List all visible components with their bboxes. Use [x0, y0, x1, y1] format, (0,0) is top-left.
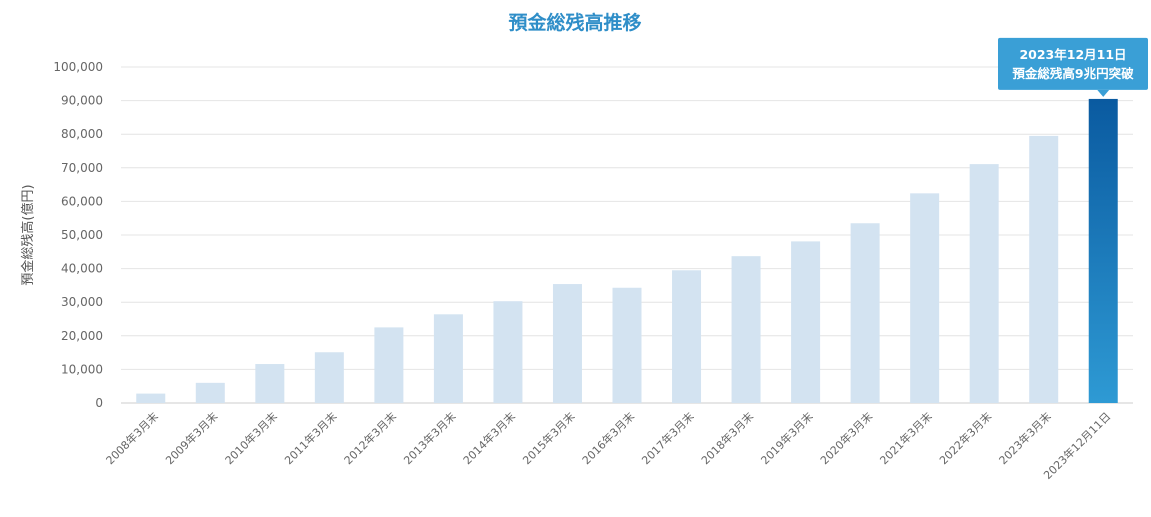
x-tick-label: 2018年3月末 [698, 409, 756, 467]
x-tick-label: 2017年3月末 [639, 409, 697, 467]
y-tick-label: 30,000 [61, 295, 103, 309]
bar [433, 314, 463, 403]
bar-highlight [1088, 98, 1118, 404]
y-tick-label: 100,000 [53, 60, 103, 74]
bar [731, 256, 761, 403]
bar [850, 223, 880, 403]
bar [969, 164, 999, 403]
x-tick-label: 2012年3月末 [341, 409, 399, 467]
x-tick-label: 2022年3月末 [936, 409, 994, 467]
bar [314, 352, 344, 403]
x-tick-label: 2010年3月末 [222, 409, 280, 467]
y-tick-label: 40,000 [61, 262, 103, 276]
bar [195, 382, 225, 403]
x-tick-label: 2023年3月末 [996, 409, 1054, 467]
bar [612, 287, 642, 403]
callout-line2: 預金総残高9兆円突破 [1012, 66, 1134, 81]
bar [493, 301, 523, 403]
x-tick-label: 2016年3月末 [579, 409, 637, 467]
y-tick-label: 20,000 [61, 329, 103, 343]
y-tick-label: 90,000 [61, 94, 103, 108]
y-tick-label: 10,000 [61, 362, 103, 376]
callout-line1: 2023年12月11日 [1019, 47, 1126, 62]
callout-box [998, 37, 1148, 90]
bar [136, 393, 166, 403]
callout: 2023年12月11日 預金総残高9兆円突破 [998, 37, 1148, 97]
x-tick-label: 2013年3月末 [401, 409, 459, 467]
bar [1029, 135, 1059, 403]
x-tick-label: 2020年3月末 [817, 409, 875, 467]
y-tick-label: 0 [95, 396, 103, 410]
bar [910, 193, 940, 403]
y-tick-label: 70,000 [61, 161, 103, 175]
y-axis-label: 預金総残高(億円) [20, 184, 36, 285]
x-tick-label: 2014年3月末 [460, 409, 518, 467]
y-tick-label: 60,000 [61, 194, 103, 208]
y-tick-label: 80,000 [61, 127, 103, 141]
x-tick-label: 2008年3月末 [103, 409, 161, 467]
gridlines [121, 66, 1133, 404]
y-tick-label: 50,000 [61, 228, 103, 242]
x-tick-label: 2011年3月末 [281, 409, 339, 467]
x-tick-label: 2015年3月末 [520, 409, 578, 467]
bar [255, 364, 285, 403]
x-tick-label: 2021年3月末 [877, 409, 935, 467]
y-axis-ticks: 0 10,000 20,000 30,000 40,000 50,000 60,000 70,… [53, 60, 103, 410]
x-tick-label: 2009年3月末 [162, 409, 220, 467]
bar [374, 327, 404, 403]
chart-title: 預金総残高推移 [508, 11, 641, 34]
callout-pointer [1097, 89, 1110, 97]
bars [136, 98, 1118, 404]
bar [552, 284, 582, 403]
bar [672, 270, 702, 403]
bar [791, 241, 821, 403]
x-tick-label: 2019年3月末 [758, 409, 816, 467]
x-axis-ticks: 2008年3月末 2009年3月末 2010年3月末 2011年3月末 2012年3月末… [103, 409, 1113, 482]
